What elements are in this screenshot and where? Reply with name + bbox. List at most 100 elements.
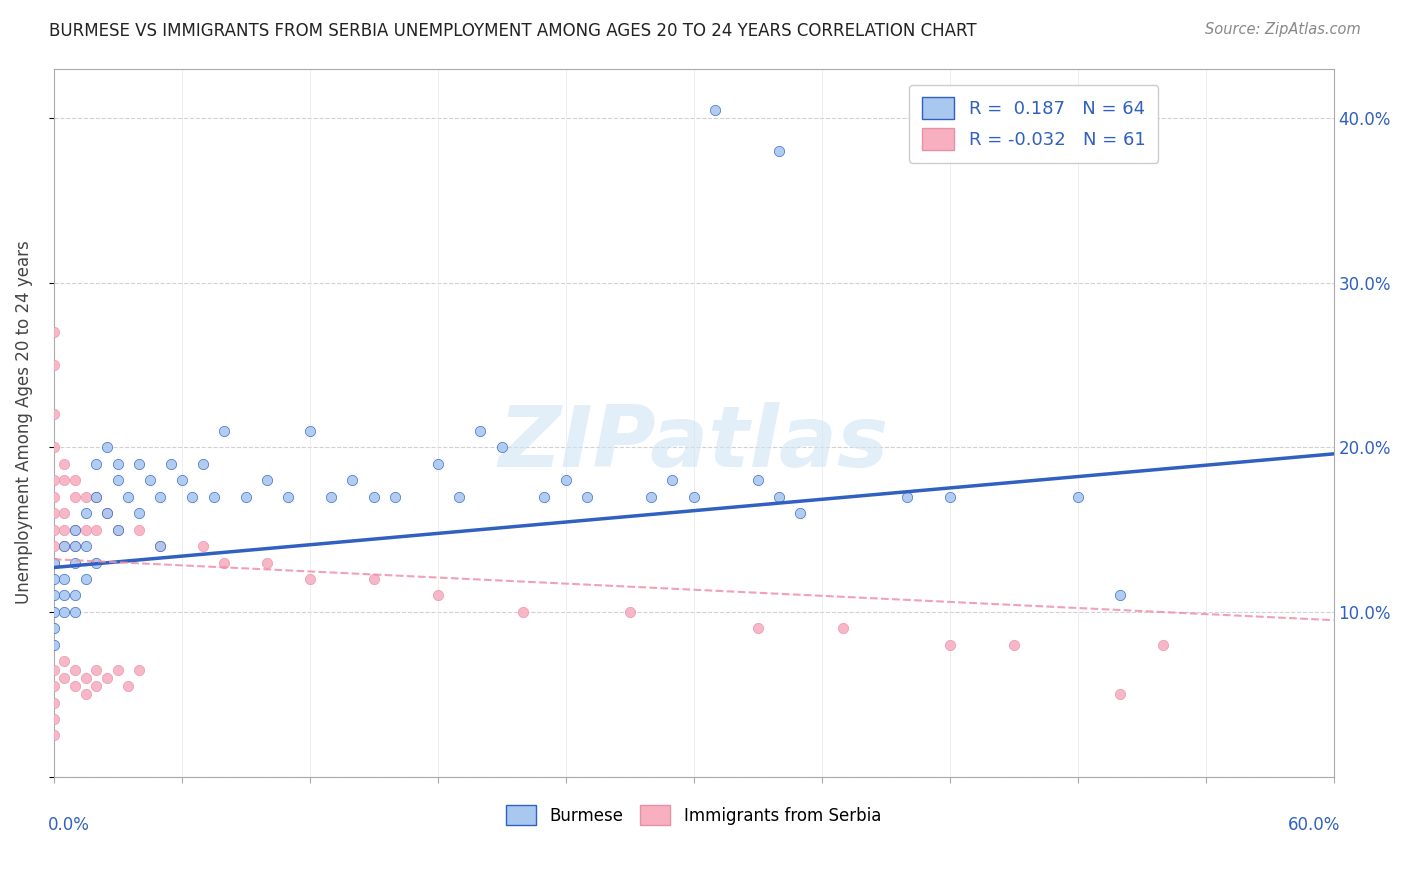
Point: [1066, 490, 1088, 504]
Point: [86, 490, 108, 504]
Point: [1109, 589, 1132, 603]
Point: [86, 490, 108, 504]
Point: [53, 523, 76, 537]
Point: [42, 506, 65, 520]
Point: [640, 490, 662, 504]
Point: [768, 490, 790, 504]
Point: [512, 605, 534, 619]
Point: [75, 490, 97, 504]
Point: [63, 556, 86, 570]
Point: [298, 572, 321, 586]
Point: [191, 457, 214, 471]
Point: [363, 490, 385, 504]
Point: [117, 679, 139, 693]
Point: [107, 523, 129, 537]
Point: [128, 457, 150, 471]
Point: [42, 589, 65, 603]
Point: [149, 539, 172, 553]
Point: [277, 490, 299, 504]
Text: BURMESE VS IMMIGRANTS FROM SERBIA UNEMPLOYMENT AMONG AGES 20 TO 24 YEARS CORRELA: BURMESE VS IMMIGRANTS FROM SERBIA UNEMPL…: [49, 22, 977, 40]
Point: [86, 663, 108, 677]
Point: [1152, 638, 1174, 652]
Legend: Burmese, Immigrants from Serbia: Burmese, Immigrants from Serbia: [499, 798, 887, 832]
Text: 60.0%: 60.0%: [1288, 815, 1340, 833]
Point: [363, 572, 385, 586]
Point: [202, 490, 225, 504]
Point: [63, 539, 86, 553]
Point: [53, 572, 76, 586]
Point: [53, 473, 76, 487]
Point: [53, 457, 76, 471]
Point: [214, 424, 236, 438]
Point: [96, 506, 118, 520]
Point: [149, 539, 172, 553]
Point: [96, 671, 118, 685]
Point: [938, 490, 960, 504]
Point: [128, 523, 150, 537]
Point: [160, 457, 183, 471]
Point: [42, 539, 65, 553]
Point: [533, 490, 555, 504]
Point: [63, 523, 86, 537]
Point: [63, 473, 86, 487]
Point: [768, 144, 790, 158]
Point: [63, 605, 86, 619]
Point: [149, 490, 172, 504]
Point: [53, 506, 76, 520]
Point: [191, 539, 214, 553]
Point: [107, 523, 129, 537]
Point: [86, 556, 108, 570]
Point: [42, 679, 65, 693]
Point: [53, 589, 76, 603]
Point: [449, 490, 471, 504]
Point: [75, 506, 97, 520]
Point: [42, 358, 65, 372]
Point: [107, 473, 129, 487]
Point: [214, 556, 236, 570]
Point: [235, 490, 257, 504]
Point: [426, 589, 449, 603]
Point: [747, 622, 769, 636]
Point: [42, 408, 65, 422]
Point: [96, 506, 118, 520]
Point: [42, 712, 65, 726]
Point: [298, 424, 321, 438]
Point: [75, 572, 97, 586]
Point: [576, 490, 599, 504]
Point: [470, 424, 492, 438]
Point: [181, 490, 204, 504]
Point: [42, 605, 65, 619]
Point: [63, 589, 86, 603]
Point: [491, 440, 513, 454]
Point: [682, 490, 704, 504]
Point: [53, 654, 76, 668]
Point: [42, 325, 65, 339]
Point: [938, 638, 960, 652]
Point: [661, 473, 683, 487]
Point: [117, 490, 139, 504]
Point: [426, 457, 449, 471]
Point: [86, 457, 108, 471]
Point: [128, 506, 150, 520]
Point: [256, 556, 278, 570]
Point: [619, 605, 641, 619]
Point: [63, 490, 86, 504]
Point: [86, 679, 108, 693]
Point: [86, 523, 108, 537]
Point: [75, 539, 97, 553]
Point: [42, 696, 65, 710]
Point: [896, 490, 918, 504]
Point: [42, 663, 65, 677]
Point: [63, 663, 86, 677]
Point: [321, 490, 343, 504]
Point: [1109, 687, 1132, 701]
Point: [170, 473, 193, 487]
Point: [107, 457, 129, 471]
Point: [75, 687, 97, 701]
Text: 0.0%: 0.0%: [48, 815, 90, 833]
Point: [63, 539, 86, 553]
Point: [53, 539, 76, 553]
Point: [75, 523, 97, 537]
Point: [42, 490, 65, 504]
Point: [42, 523, 65, 537]
